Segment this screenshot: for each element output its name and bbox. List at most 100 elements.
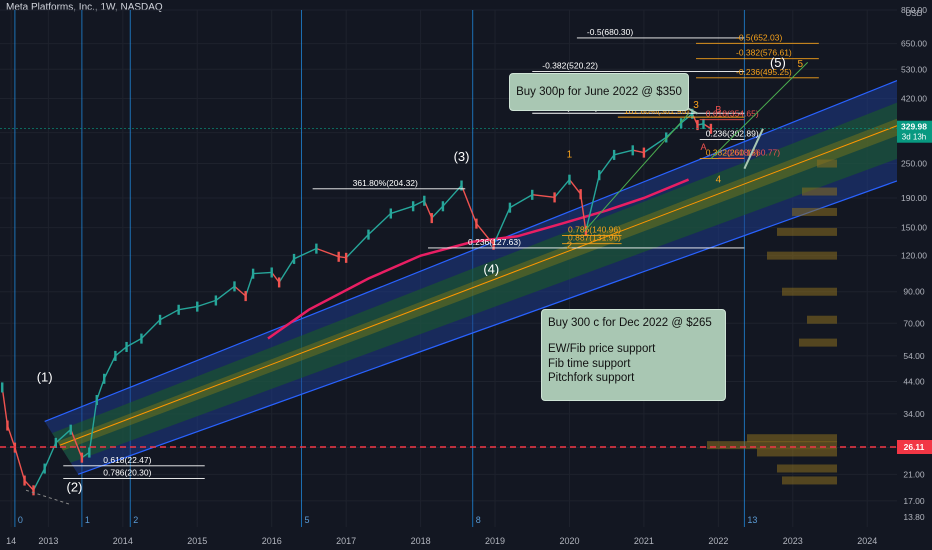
price-candle <box>233 281 236 292</box>
annotation-buy-call[interactable]: Buy 300 c for Dec 2022 @ $265 EW/Fib pri… <box>541 309 726 401</box>
x-axis-tick-label: 2014 <box>113 536 133 546</box>
price-candle <box>508 202 512 213</box>
price-candle <box>270 267 273 278</box>
volume-profile-bar <box>792 207 837 216</box>
price-segment <box>103 355 117 380</box>
price-segment <box>680 113 693 124</box>
wave-label: 1 <box>567 150 573 161</box>
support-price-badge <box>897 439 932 454</box>
volume-profile-bar <box>747 434 837 443</box>
price-candle <box>277 277 281 288</box>
wave-label: 2 <box>567 241 573 252</box>
wave-label: (2) <box>66 480 82 495</box>
wave-label: (1) <box>37 370 53 385</box>
price-segment <box>55 429 72 444</box>
volume-profile-bar <box>782 476 837 485</box>
x-axis-tick-label: 2016 <box>262 536 282 546</box>
price-candle <box>43 463 46 474</box>
fib-level-label: 161.80%(361.95) <box>624 106 689 116</box>
price-candle <box>631 145 634 156</box>
price-segment <box>703 123 712 130</box>
annotation-buy-put-text: Buy 300p for June 2022 @ $350 <box>516 85 682 98</box>
fib-time-label: 5 <box>304 515 309 525</box>
x-axis-tick-label: 2018 <box>411 536 431 546</box>
price-candle <box>196 301 199 312</box>
volume-profile-bar <box>802 187 837 196</box>
y-axis-panel <box>897 0 932 550</box>
y-axis-tick-label: 54.00 <box>903 351 925 361</box>
annotation-buy-call-title: Buy 300 c for Dec 2022 @ $265 <box>548 317 712 329</box>
y-axis-tick-label: 250.00 <box>901 159 927 169</box>
wave-label: B <box>715 105 721 115</box>
price-segment <box>585 174 600 232</box>
price-segment <box>532 194 555 199</box>
price-segment <box>278 258 295 283</box>
fib-level-label: -0.382(520.22) <box>542 61 598 71</box>
price-segment <box>96 378 105 401</box>
price-segment <box>70 429 83 458</box>
price-segment <box>460 185 478 224</box>
price-candle <box>492 239 495 250</box>
fib-level-label: 361.80%(204.32) <box>353 178 418 188</box>
fib-level-label: 0.236(127.63) <box>468 237 521 247</box>
price-segment <box>345 234 369 259</box>
price-segment <box>509 194 533 209</box>
fib-level-label: 0.618(354.65) <box>706 109 759 119</box>
price-candle <box>80 452 84 463</box>
wave-label: 3 <box>693 100 699 111</box>
price-candle <box>32 485 35 496</box>
price-candle <box>177 304 180 315</box>
fib-time-label: 2 <box>133 515 138 525</box>
countdown-label: 3d 13h <box>902 133 926 142</box>
price-candle <box>696 120 699 131</box>
pitchfork-inner-band <box>52 102 897 463</box>
price-segment <box>215 285 235 301</box>
y-axis-tick-label: 850.00 <box>901 5 927 15</box>
wave-label: (3) <box>454 149 470 164</box>
y-axis-tick-label: 120.00 <box>901 251 927 261</box>
price-segment <box>140 319 161 339</box>
wave-label: (4) <box>483 262 499 277</box>
price-candle <box>475 218 478 229</box>
y-axis-tick-label: 70.00 <box>903 318 925 328</box>
fib-level-label: 0.618(22.47) <box>103 455 151 465</box>
price-candle <box>251 268 255 279</box>
fib-level-label: -0.382(576.61) <box>736 48 792 58</box>
price-segment <box>271 271 280 283</box>
volume-profile-bar <box>707 441 837 450</box>
price-segment <box>643 136 667 154</box>
price-candle <box>244 291 247 302</box>
price-candle <box>344 252 348 263</box>
annotation-buy-put[interactable]: Buy 300p for June 2022 @ $350 <box>509 73 689 111</box>
price-segment <box>14 447 26 481</box>
y-axis-tick-label: 90.00 <box>903 287 925 297</box>
x-axis-tick-label: 2017 <box>336 536 356 546</box>
price-candle <box>88 447 91 458</box>
price-segment <box>338 255 347 259</box>
price-candle <box>389 208 393 219</box>
price-segment <box>159 309 179 321</box>
price-candle <box>95 394 98 406</box>
price-candle <box>140 333 143 344</box>
x-axis-tick-label: 14 <box>6 536 16 546</box>
fib-level-label: 0.382(260.15) <box>706 148 759 158</box>
price-segment <box>568 179 582 195</box>
y-axis-currency: USD <box>906 9 923 18</box>
volume-profile-bar <box>777 227 837 236</box>
callout-pointer <box>743 128 764 170</box>
price-segment <box>632 149 645 154</box>
volume-profile-bar <box>757 448 837 457</box>
price-candle <box>691 108 694 119</box>
price-segment <box>492 207 511 245</box>
price-candle <box>315 243 318 254</box>
pitchfork-upper-line <box>44 80 898 423</box>
price-candle <box>103 373 106 384</box>
price-candle <box>54 437 58 448</box>
price-candle <box>441 201 445 212</box>
annotation-line-pitchfork: Pitchfork support <box>548 372 635 385</box>
x-axis-panel <box>0 527 897 550</box>
price-segment <box>6 425 16 448</box>
chart-title: Meta Platforms, Inc., 1W, NASDAQ <box>6 2 163 13</box>
volume-profile-bar <box>782 287 837 296</box>
